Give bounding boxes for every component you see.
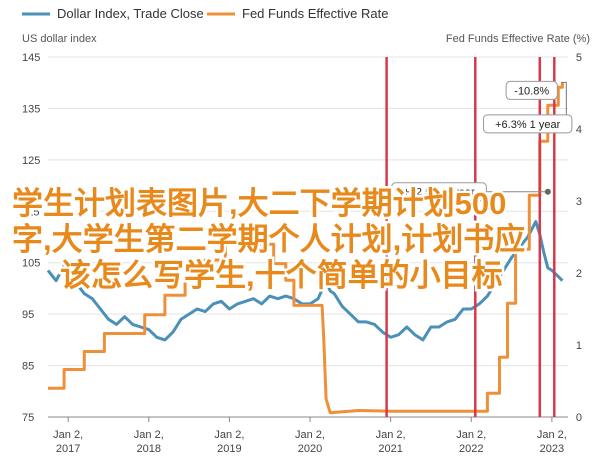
- left-tick-label: 105: [22, 258, 40, 270]
- legend-label-dollar-index: Dollar Index, Trade Close: [57, 6, 204, 21]
- annotation-span-start: [315, 188, 322, 195]
- series-lines: [46, 82, 564, 415]
- gridlines: [48, 56, 568, 418]
- left-tick-label: 85: [22, 361, 34, 373]
- left-axis-title: US dollar index: [22, 33, 97, 45]
- left-tick-label: 125: [22, 155, 40, 167]
- series-line-1: [48, 82, 564, 415]
- left-axis-ticks: 145 135 125 115 105 95 85 75: [22, 52, 40, 424]
- annotation-label: +6.3% 1 year: [495, 119, 560, 131]
- x-tick-label: Jan 2, 2018: [134, 429, 164, 455]
- left-tick-label: 135: [22, 103, 40, 115]
- x-tick-label: Jan 2, 2023: [537, 429, 567, 455]
- x-axis-ticks: Jan 2, 2017 Jan 2, 2018 Jan 2, 2019 Jan 2, 2020…: [53, 417, 567, 455]
- annotations: -10.8% +6.3% 1 year +12.5% 2 year: [315, 80, 573, 202]
- annotation-box: [482, 114, 573, 134]
- legend-item-dollar-index[interactable]: Dollar Index, Trade Close: [22, 6, 204, 21]
- x-tick-label: Jan 2, 2022: [456, 429, 486, 455]
- annotation-span-end: [544, 188, 551, 195]
- annotation-box: [391, 182, 487, 202]
- overlay-line-3: 该怎么写学生,十个简单的小目标: [60, 258, 503, 293]
- x-tick-label: Jan 2, 2021: [376, 429, 406, 455]
- right-tick-label: 1: [576, 340, 582, 352]
- annotation-box: [505, 80, 558, 100]
- x-tick-label: Jan 2, 2017: [53, 429, 83, 455]
- legend-item-fed-funds[interactable]: Fed Funds Effective Rate: [207, 6, 388, 21]
- left-tick-label: 95: [22, 309, 34, 321]
- right-tick-label: 3: [576, 196, 582, 208]
- legend: Dollar Index, Trade Close Fed Funds Effe…: [22, 6, 388, 21]
- right-tick-label: 0: [576, 412, 582, 424]
- overlay-caption: 学生计划表图片,大二下学期计划500 字,大学生第二学期个人计划,计划书应 该怎…: [10, 184, 528, 296]
- legend-label-fed-funds: Fed Funds Effective Rate: [242, 6, 388, 21]
- left-tick-label: 75: [22, 412, 34, 424]
- overlay-line-2: 字,大学生第二学期个人计划,计划书应: [12, 222, 525, 257]
- annotation-label: -10.8%: [514, 85, 549, 97]
- left-tick-label: 145: [22, 52, 40, 64]
- x-tick-label: Jan 2, 2019: [214, 429, 244, 455]
- right-axis-ticks: 5 4 3 2 1 0: [576, 52, 582, 424]
- series-line-0: [46, 220, 564, 342]
- annotation-label: +12.5% 2 year: [403, 187, 475, 199]
- right-tick-label: 2: [576, 268, 582, 280]
- left-tick-label: 115: [22, 206, 40, 218]
- right-axis-title: Fed Funds Effective Rate (%): [446, 33, 590, 45]
- x-tick-label: Jan 2, 2020: [295, 429, 325, 455]
- right-tick-label: 4: [576, 124, 582, 136]
- overlay-line-1: 学生计划表图片,大二下学期计划500: [12, 186, 506, 221]
- right-tick-label: 5: [576, 52, 582, 64]
